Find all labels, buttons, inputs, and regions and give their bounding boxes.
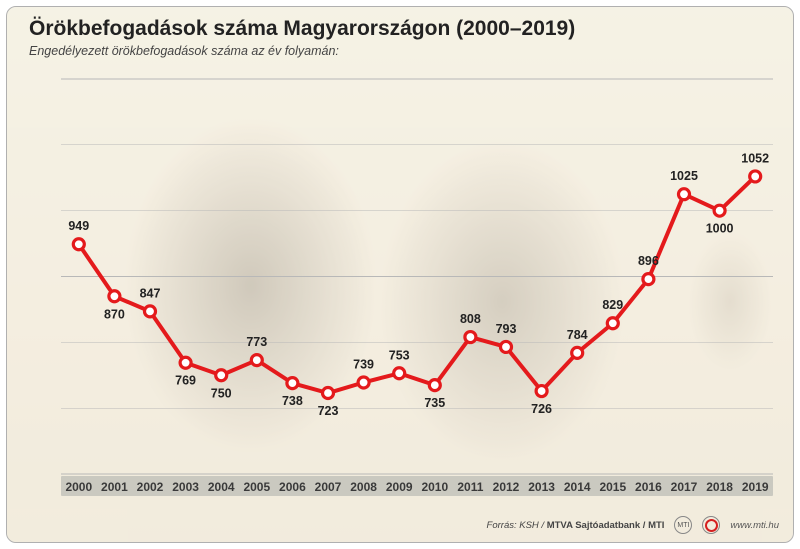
x-axis-label: 2009	[386, 480, 413, 494]
chart-header: Örökbefogadások száma Magyarországon (20…	[29, 17, 771, 58]
data-point-label: 769	[175, 374, 196, 388]
data-point-label: 793	[496, 322, 517, 336]
x-axis-label: 2008	[350, 480, 377, 494]
chart-footer: Forrás: KSH / MTVA Sajtóadatbank / MTI M…	[29, 516, 779, 534]
data-point-label: 750	[211, 386, 232, 400]
data-point-label: 735	[424, 396, 445, 410]
x-axis-label: 2003	[172, 480, 199, 494]
x-axis-label: 2018	[706, 480, 733, 494]
x-axis-label: 2001	[101, 480, 128, 494]
mti-logo-icon: MTI	[674, 516, 692, 534]
source-bold: MTVA Sajtóadatbank / MTI	[547, 520, 665, 531]
data-point-label: 784	[567, 328, 588, 342]
data-point-label: 949	[68, 219, 89, 233]
data-point-label: 847	[140, 286, 161, 300]
data-point-label: 1052	[741, 151, 769, 165]
data-point-label: 1025	[670, 169, 698, 183]
data-point-label: 870	[104, 307, 125, 321]
chart-area: 6007008009001000110012002000200120022003…	[59, 75, 775, 496]
x-axis-label: 2010	[421, 480, 448, 494]
data-point-label: 1000	[706, 222, 734, 236]
source-text: Forrás: KSH / MTVA Sajtóadatbank / MTI	[487, 520, 665, 531]
data-point-label: 829	[602, 298, 623, 312]
data-point-label: 896	[638, 254, 659, 268]
x-axis-label: 2017	[671, 480, 698, 494]
circle-logo-icon	[702, 516, 720, 534]
chart-title: Örökbefogadások száma Magyarországon (20…	[29, 17, 771, 41]
x-axis-label: 2004	[208, 480, 235, 494]
x-axis-label: 2000	[65, 480, 92, 494]
x-axis-label: 2016	[635, 480, 662, 494]
x-axis-label: 2005	[243, 480, 270, 494]
x-axis-label: 2014	[564, 480, 591, 494]
x-axis-label: 2002	[137, 480, 164, 494]
line-chart: 6007008009001000110012002000200120022003…	[59, 75, 775, 496]
x-axis-label: 2011	[457, 480, 483, 494]
x-axis-label: 2015	[599, 480, 626, 494]
x-axis-label: 2012	[493, 480, 520, 494]
data-point-label: 808	[460, 312, 481, 326]
x-axis-label: 2007	[315, 480, 342, 494]
x-axis-label: 2013	[528, 480, 555, 494]
chart-frame: Örökbefogadások száma Magyarországon (20…	[6, 6, 794, 543]
x-axis-label: 2006	[279, 480, 306, 494]
source-prefix: Forrás: KSH /	[487, 520, 547, 531]
data-point-label: 738	[282, 394, 303, 408]
source-url: www.mti.hu	[730, 520, 779, 531]
data-point-label: 773	[246, 335, 267, 349]
x-axis-label: 2019	[742, 480, 769, 494]
data-point-label: 739	[353, 357, 374, 371]
data-point-label: 723	[318, 404, 339, 418]
data-point-label: 753	[389, 348, 410, 362]
chart-subtitle: Engedélyezett örökbefogadások száma az é…	[29, 44, 771, 58]
data-point-label: 726	[531, 402, 552, 416]
